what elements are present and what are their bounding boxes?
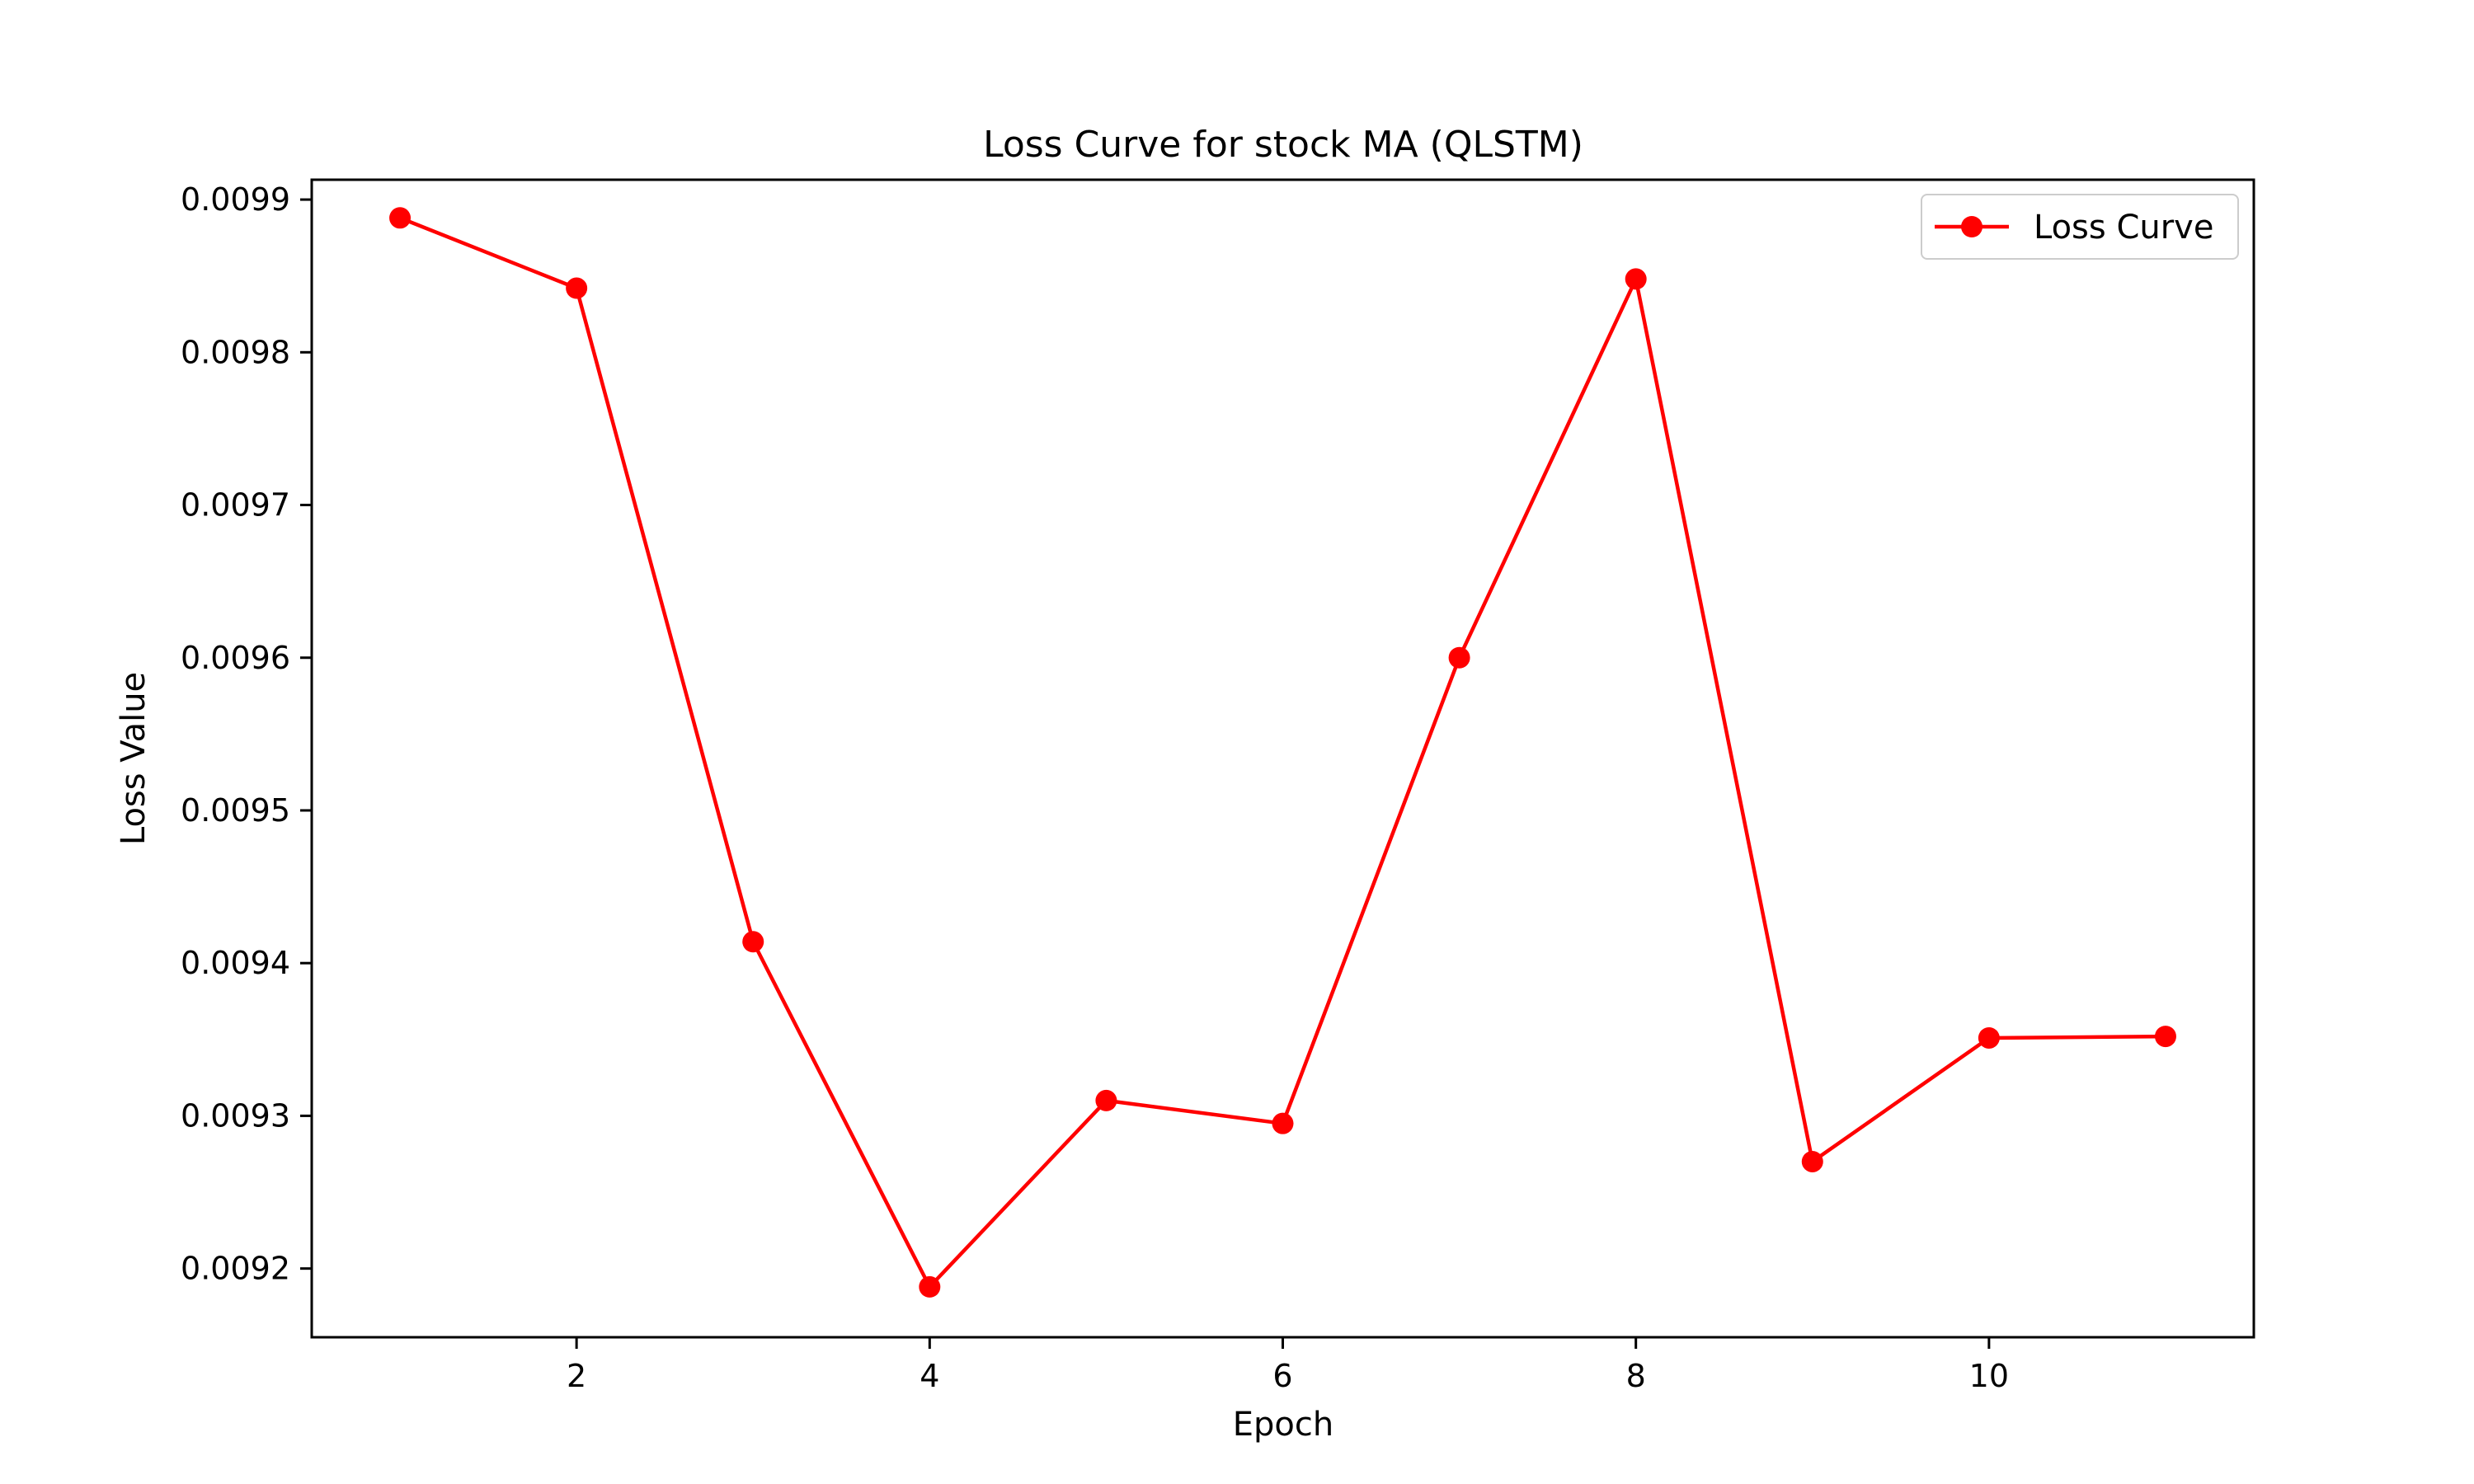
data-point bbox=[1272, 1112, 1294, 1134]
x-axis-label: Epoch bbox=[1233, 1406, 1333, 1444]
y-tick-label: 0.0093 bbox=[181, 1097, 290, 1134]
data-point bbox=[389, 207, 412, 229]
data-point bbox=[1801, 1150, 1823, 1172]
y-tick-label: 0.0094 bbox=[181, 945, 290, 981]
y-axis-ticks: 0.0092 0.0093 0.0094 0.0095 0.0096 0.0097 0.00… bbox=[181, 181, 312, 1287]
x-tick-label: 8 bbox=[1626, 1358, 1646, 1394]
x-axis-ticks: 2 4 6 8 10 bbox=[567, 1337, 2009, 1394]
data-point bbox=[2154, 1026, 2176, 1048]
legend: Loss Curve bbox=[1921, 194, 2239, 260]
legend-marker-swatch bbox=[1961, 216, 1982, 237]
y-tick-label: 0.0097 bbox=[181, 487, 290, 524]
x-tick-label: 2 bbox=[567, 1358, 586, 1394]
data-point bbox=[742, 931, 764, 953]
legend-label: Loss Curve bbox=[2034, 209, 2213, 247]
chart-title: Loss Curve for stock MA (QLSTM) bbox=[983, 124, 1583, 166]
y-tick-label: 0.0092 bbox=[181, 1251, 290, 1287]
x-tick-label: 10 bbox=[1969, 1358, 2009, 1394]
y-tick-label: 0.0098 bbox=[181, 334, 290, 370]
x-tick-label: 4 bbox=[920, 1358, 939, 1394]
y-axis-label: Loss Value bbox=[115, 672, 153, 845]
legend-box bbox=[1921, 194, 2239, 260]
data-point bbox=[1978, 1026, 2000, 1049]
x-tick-label: 6 bbox=[1272, 1358, 1292, 1394]
y-tick-label: 0.0096 bbox=[181, 640, 290, 676]
y-tick-label: 0.0095 bbox=[181, 792, 290, 829]
data-point bbox=[1448, 646, 1470, 669]
series-layer bbox=[389, 207, 2176, 1298]
y-tick-label: 0.0099 bbox=[181, 181, 290, 218]
data-point bbox=[1625, 268, 1647, 290]
plot-frame bbox=[310, 178, 2255, 1339]
data-point bbox=[566, 277, 588, 299]
data-point bbox=[1095, 1089, 1117, 1111]
data-point bbox=[919, 1275, 941, 1298]
